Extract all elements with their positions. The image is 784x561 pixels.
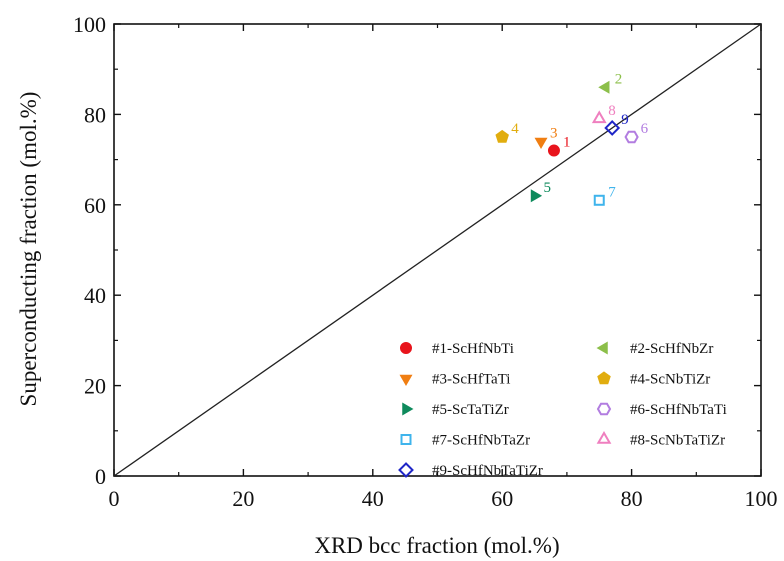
legend-marker-2-shape <box>596 341 608 355</box>
y-tick-label: 100 <box>73 12 106 37</box>
data-point-label-8: 8 <box>608 103 616 119</box>
x-tick-label: 60 <box>491 486 513 511</box>
legend-marker-9-shape <box>398 462 414 478</box>
data-point-label-9: 9 <box>621 112 629 128</box>
legend-label-9: #9-ScHfNbTaTiZr <box>432 463 543 479</box>
data-point-6-shape <box>624 130 639 144</box>
data-point-label-3: 3 <box>550 126 558 142</box>
legend-marker-1 <box>400 342 412 354</box>
axes: 0 20 40 60 80 100 0 20 40 60 80 100 <box>73 12 778 511</box>
legend-marker-7 <box>400 434 412 445</box>
reference-line-layer <box>113 23 762 477</box>
legend-label-8: #8-ScNbTaTiZr <box>630 433 725 449</box>
data-point-3-shape <box>534 137 548 150</box>
y-tick-label: 80 <box>84 102 106 127</box>
legend-marker-3-shape <box>399 374 413 386</box>
data-point-3 <box>534 137 548 150</box>
legend-marker-4 <box>597 371 611 385</box>
y-tick-label: 60 <box>84 193 106 218</box>
data-point-label-6: 6 <box>641 121 649 137</box>
legend-marker-8-shape <box>596 431 612 444</box>
y-equals-x-line <box>113 23 762 477</box>
legend-marker-9 <box>398 462 414 478</box>
data-point-2-shape <box>598 80 610 94</box>
y-axis-title: Superconducting fraction (mol.%) <box>16 92 41 407</box>
legend: #1-ScHfNbTi #2-ScHfNbZr #3-ScHfTaTi #4-ScNb… <box>398 341 727 479</box>
legend-marker-2 <box>596 341 608 355</box>
data-point-8-shape <box>591 110 607 124</box>
data-point-9-shape <box>604 120 621 136</box>
data-point-2 <box>598 80 610 94</box>
data-point-4 <box>495 129 509 143</box>
x-tick-label: 80 <box>621 486 643 511</box>
y-tick-label: 40 <box>84 283 106 308</box>
x-tick-label: 20 <box>232 486 254 511</box>
legend-label-6: #6-ScHfNbTaTi <box>630 402 727 418</box>
x-tick-label: 100 <box>745 486 778 511</box>
data-point-9 <box>604 120 621 136</box>
legend-label-7: #7-ScHfNbTaZr <box>432 433 530 449</box>
legend-marker-5 <box>402 402 414 416</box>
legend-marker-4-shape <box>597 371 611 385</box>
data-point-8 <box>591 110 607 124</box>
x-tick-label: 0 <box>109 486 120 511</box>
y-tick-label: 20 <box>84 374 106 399</box>
data-point-label-5: 5 <box>544 180 552 196</box>
data-point-5-shape <box>530 189 543 203</box>
legend-label-3: #3-ScHfTaTi <box>432 372 510 388</box>
x-axis-title: XRD bcc fraction (mol.%) <box>314 533 559 558</box>
data-point-label-4: 4 <box>511 121 519 137</box>
legend-marker-7-shape <box>400 434 412 445</box>
legend-label-5: #5-ScTaTiZr <box>432 402 509 418</box>
legend-marker-5-shape <box>402 402 414 416</box>
legend-label-2: #2-ScHfNbZr <box>630 341 713 357</box>
legend-label-4: #4-ScNbTiZr <box>630 372 710 388</box>
legend-marker-3 <box>399 374 413 386</box>
data-point-7-shape <box>593 194 605 206</box>
data-point-label-2: 2 <box>615 71 623 87</box>
data-point-6 <box>624 130 639 144</box>
data-point-label-1: 1 <box>563 135 571 151</box>
data-point-1 <box>547 144 560 157</box>
x-tick-label: 40 <box>362 486 384 511</box>
legend-label-1: #1-ScHfNbTi <box>432 341 514 357</box>
data-point-5 <box>530 189 543 203</box>
data-point-4-shape <box>495 129 509 143</box>
data-point-label-7: 7 <box>608 184 616 200</box>
legend-marker-8 <box>596 431 612 444</box>
legend-marker-6-shape <box>596 402 612 416</box>
data-point-1-shape <box>547 144 560 157</box>
data-point-7 <box>593 194 605 206</box>
y-tick-label: 0 <box>95 464 106 489</box>
legend-marker-6 <box>596 402 612 416</box>
legend-marker-1-shape <box>400 342 412 354</box>
data-points: 1 2 3 4 5 6 7 89 <box>495 71 649 206</box>
